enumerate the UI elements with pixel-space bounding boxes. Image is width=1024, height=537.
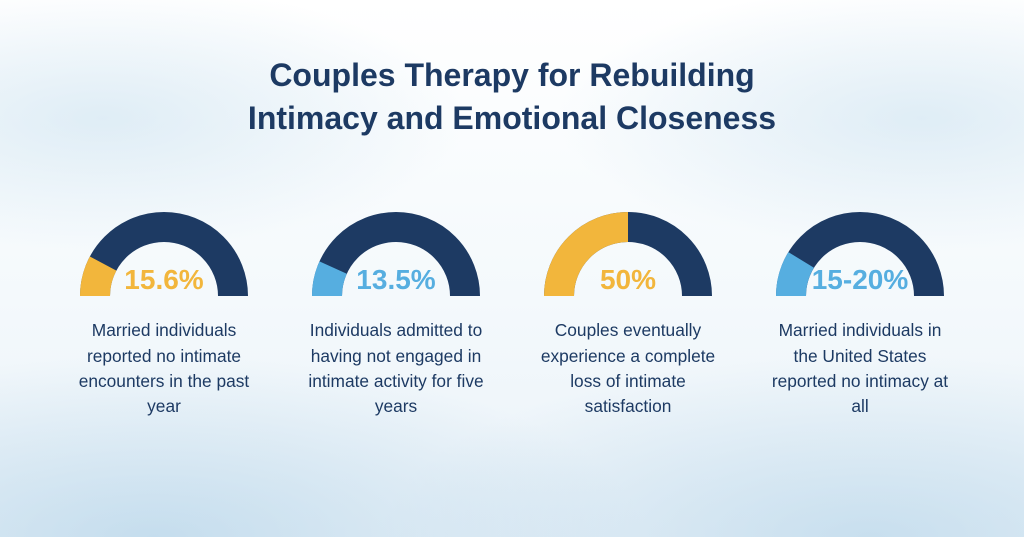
gauge-fill bbox=[327, 268, 333, 296]
page-title: Couples Therapy for Rebuilding Intimacy … bbox=[0, 54, 1024, 140]
gauge-caption: Married individuals in the United States… bbox=[765, 318, 955, 419]
gauge-fill bbox=[791, 260, 801, 296]
content-area: Couples Therapy for Rebuilding Intimacy … bbox=[0, 0, 1024, 537]
gauge-caption: Married individuals reported no intimate… bbox=[69, 318, 259, 419]
gauge-percent: 15.6% bbox=[124, 264, 203, 296]
gauge-percent: 50% bbox=[600, 264, 656, 296]
gauge-no-encounters-past-year: 15.6% Married individuals reported no int… bbox=[69, 202, 259, 419]
gauge-caption: Couples eventually experience a complete… bbox=[533, 318, 723, 419]
gauge-five-years-none: 13.5% Individuals admitted to having not … bbox=[301, 202, 491, 419]
gauge-percent: 13.5% bbox=[356, 264, 435, 296]
gauge-us-no-intimacy: 15-20% Married individuals in the United … bbox=[765, 202, 955, 419]
gauge-fill bbox=[95, 264, 103, 296]
gauges-row: 15.6% Married individuals reported no int… bbox=[0, 202, 1024, 419]
infographic-root: Couples Therapy for Rebuilding Intimacy … bbox=[0, 0, 1024, 537]
title-line-2: Intimacy and Emotional Closeness bbox=[0, 97, 1024, 140]
gauge-caption: Individuals admitted to having not engag… bbox=[301, 318, 491, 419]
gauge-loss-of-satisfaction: 50% Couples eventually experience a compl… bbox=[533, 202, 723, 419]
title-line-1: Couples Therapy for Rebuilding bbox=[0, 54, 1024, 97]
gauge-percent: 15-20% bbox=[812, 264, 909, 296]
